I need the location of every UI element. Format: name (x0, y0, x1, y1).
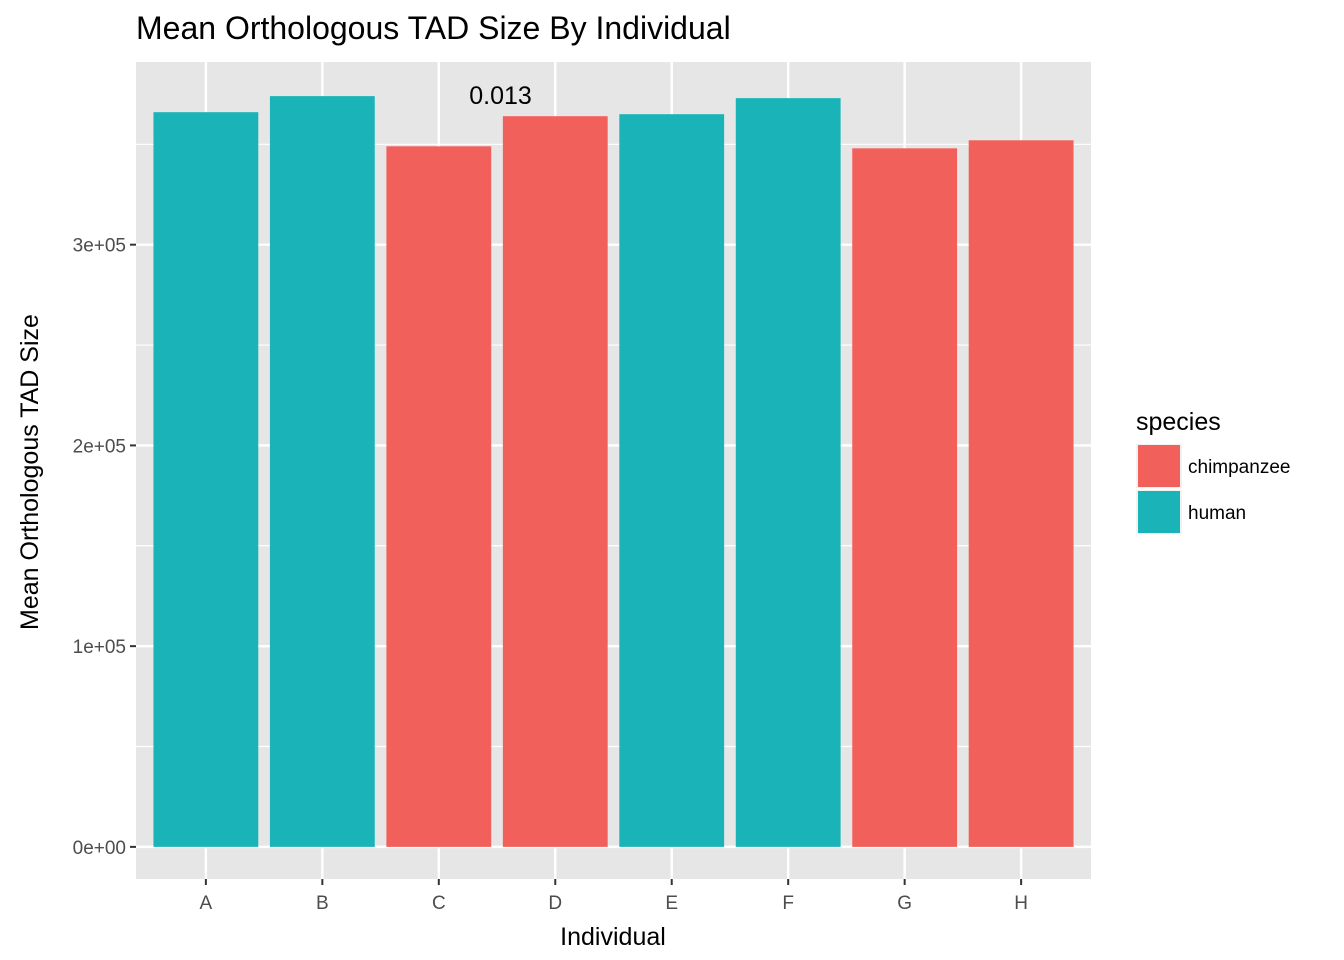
bar-c (386, 146, 492, 847)
x-tick-label: D (548, 893, 562, 914)
y-tick-labels: 0e+00 1e+05 2e+05 3e+05 (73, 236, 126, 859)
bar-h (968, 140, 1074, 847)
y-axis-title: Mean Orthologous TAD Size (16, 314, 44, 630)
bars (153, 96, 1074, 847)
axis-ticks (130, 243, 1023, 885)
bar-e (619, 114, 725, 847)
legend-swatch-chimpanzee (1138, 445, 1180, 487)
x-tick-label: B (316, 893, 329, 914)
bar-f (735, 98, 841, 847)
legend-title: species (1136, 408, 1221, 436)
bar-b (269, 96, 375, 847)
legend-label-chimpanzee: chimpanzee (1188, 457, 1290, 478)
x-tick-label: A (200, 893, 213, 914)
y-tick-label: 0e+00 (73, 838, 126, 859)
significance-annotation: 0.013 (469, 82, 532, 110)
bar-d (502, 116, 608, 847)
x-tick-labels: A B C D E F G H (200, 893, 1028, 914)
y-tick-label: 2e+05 (73, 436, 126, 457)
x-tick-label: F (782, 893, 794, 914)
x-tick-label: C (432, 893, 446, 914)
chart-title: Mean Orthologous TAD Size By Individual (136, 10, 731, 46)
legend-swatch-human (1138, 491, 1180, 533)
x-tick-label: H (1014, 893, 1028, 914)
legend-entries: chimpanzee human (1136, 444, 1290, 534)
legend: species chimpanzee human (1136, 408, 1290, 534)
x-tick-label: E (665, 893, 678, 914)
legend-label-human: human (1188, 503, 1246, 524)
y-tick-label: 3e+05 (73, 236, 126, 257)
bar-g (852, 148, 958, 847)
y-tick-label: 1e+05 (73, 637, 126, 658)
x-axis-title: Individual (560, 923, 666, 951)
bar-a (153, 112, 259, 847)
x-tick-label: G (897, 893, 912, 914)
